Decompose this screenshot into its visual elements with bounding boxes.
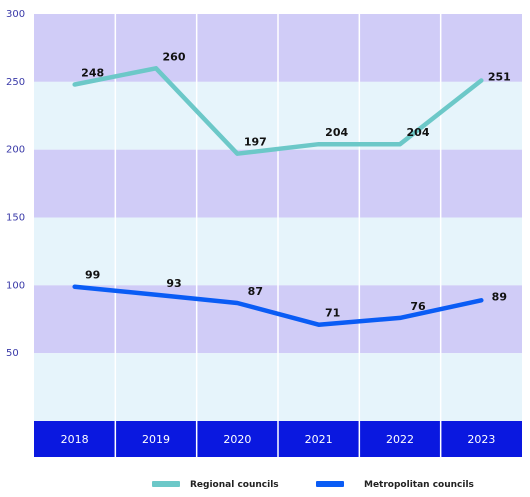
gridlines xyxy=(114,14,442,457)
legend-label: Metropolitan councils xyxy=(364,480,474,490)
y-axis-ticks: 300 250 200 150 100 50 xyxy=(6,9,25,359)
x-tick-label: 2019 xyxy=(142,433,170,446)
series-lines xyxy=(72,66,484,327)
data-label: 204 xyxy=(325,126,348,139)
data-label: 89 xyxy=(492,290,507,303)
data-label: 71 xyxy=(325,307,340,320)
x-tick-label: 2018 xyxy=(61,433,89,446)
x-tick-label: 2022 xyxy=(386,433,414,446)
legend-swatch xyxy=(152,481,180,487)
legend-label: Regional councils xyxy=(190,480,279,490)
data-label: 260 xyxy=(163,50,186,63)
data-label: 76 xyxy=(410,300,426,313)
data-label: 248 xyxy=(81,67,104,80)
data-label: 251 xyxy=(488,70,511,83)
y-tick-label: 200 xyxy=(6,145,25,156)
y-tick-label: 100 xyxy=(6,280,25,291)
data-label: 204 xyxy=(407,126,430,139)
y-tick-label: 50 xyxy=(6,348,19,359)
x-axis-bar: 2018 2019 2020 2021 2022 2023 xyxy=(34,421,522,457)
y-tick-label: 250 xyxy=(6,77,25,88)
data-label: 99 xyxy=(85,269,100,282)
data-labels: 248 260 197 204 204 251 99 93 87 71 76 89 xyxy=(81,50,511,319)
x-tick-label: 2020 xyxy=(223,433,251,446)
series-line-regional xyxy=(72,66,484,156)
data-label: 93 xyxy=(166,277,181,290)
legend-swatch xyxy=(316,481,344,487)
x-tick-label: 2021 xyxy=(305,433,333,446)
y-tick-label: 300 xyxy=(6,9,25,20)
legend: Regional councils Metropolitan councils xyxy=(152,480,474,490)
series-line-metropolitan xyxy=(72,284,484,327)
x-tick-label: 2023 xyxy=(467,433,495,446)
y-tick-label: 150 xyxy=(6,213,25,224)
data-label: 87 xyxy=(248,285,263,298)
data-label: 197 xyxy=(244,136,267,149)
